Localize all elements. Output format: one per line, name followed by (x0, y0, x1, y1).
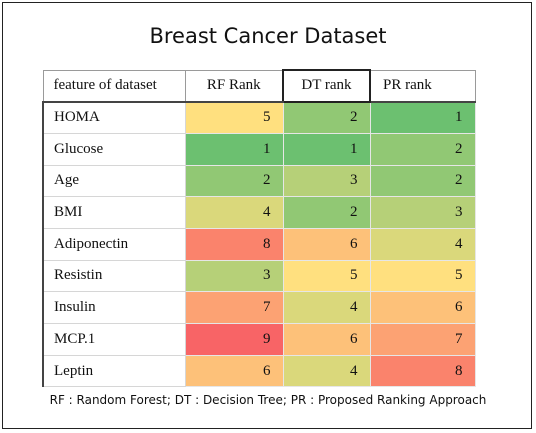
feature-cell: Glucose (42, 132, 186, 166)
feature-cell: Insulin (42, 291, 186, 324)
rank-cell: 8 (369, 354, 476, 388)
rank-cell: 4 (369, 227, 476, 261)
rank-cell: 4 (282, 291, 371, 324)
rank-cell: 3 (282, 164, 371, 198)
chart-title: Breast Cancer Dataset (149, 24, 387, 48)
table-row: Resistin 3 5 5 (42, 259, 476, 293)
feature-cell: Age (42, 164, 186, 198)
rank-cell: 3 (369, 196, 476, 229)
table-row: BMI 4 2 3 (42, 196, 476, 229)
rank-cell: 1 (282, 132, 371, 166)
feature-cell: Adiponectin (42, 227, 186, 261)
header-rf-rank: RF Rank (184, 69, 284, 103)
header-dt-rank: DT rank (282, 69, 371, 103)
rank-cell: 7 (369, 323, 476, 356)
rank-cell: 8 (184, 227, 284, 261)
rank-cell: 6 (282, 323, 371, 356)
rank-cell: 2 (282, 101, 371, 134)
table-row: Leptin 6 4 8 (42, 354, 476, 388)
table-row: Insulin 7 4 6 (42, 291, 476, 324)
rank-cell: 3 (184, 259, 284, 293)
rank-table: feature of dataset RF Rank DT rank PR ra… (42, 69, 476, 388)
rank-cell: 1 (184, 132, 284, 166)
table-body: HOMA 5 2 1 Glucose 1 1 2 Age 2 3 2 BMI 4 2 3 Adiponectin… (42, 101, 476, 388)
rank-cell: 6 (282, 227, 371, 261)
feature-cell: MCP.1 (42, 323, 186, 356)
feature-cell: HOMA (42, 101, 186, 134)
rank-cell: 5 (369, 259, 476, 293)
table-row: Age 2 3 2 (42, 164, 476, 198)
feature-cell: Resistin (42, 259, 186, 293)
rank-cell: 9 (184, 323, 284, 356)
figure-frame (2, 2, 532, 429)
table-row: MCP.1 9 6 7 (42, 323, 476, 356)
header-pr-rank: PR rank (369, 69, 476, 103)
rank-cell: 6 (184, 354, 284, 388)
rank-cell: 2 (282, 196, 371, 229)
feature-cell: BMI (42, 196, 186, 229)
rank-cell: 1 (369, 101, 476, 134)
header-row: feature of dataset RF Rank DT rank PR ra… (42, 69, 476, 103)
rank-cell: 6 (369, 291, 476, 324)
rank-cell: 2 (369, 132, 476, 166)
table-row: HOMA 5 2 1 (42, 101, 476, 134)
feature-cell: Leptin (42, 354, 186, 388)
rank-cell: 5 (282, 259, 371, 293)
rank-cell: 4 (184, 196, 284, 229)
rank-cell: 4 (282, 354, 371, 388)
rank-cell: 2 (184, 164, 284, 198)
rank-cell: 7 (184, 291, 284, 324)
table-row: Glucose 1 1 2 (42, 132, 476, 166)
header-feature: feature of dataset (42, 69, 186, 103)
rank-cell: 2 (369, 164, 476, 198)
caption: RF : Random Forest; DT : Decision Tree; … (49, 393, 487, 407)
table-row: Adiponectin 8 6 4 (42, 227, 476, 261)
rank-cell: 5 (184, 101, 284, 134)
